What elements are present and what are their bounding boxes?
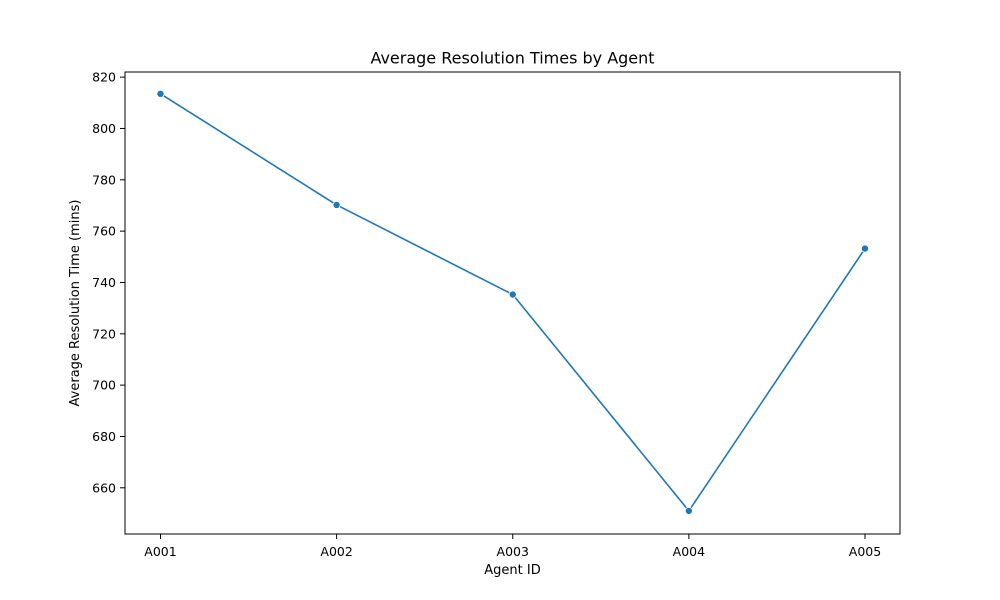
y-tick-label: 760 (92, 224, 116, 239)
chart-title: Average Resolution Times by Agent (370, 49, 654, 68)
data-point (684, 506, 693, 515)
x-tick-label: A001 (144, 544, 176, 559)
y-tick-label: 740 (92, 275, 116, 290)
x-tick-label: A005 (849, 544, 881, 559)
y-tick-label: 780 (92, 172, 116, 187)
y-tick-label: 680 (92, 429, 116, 444)
plot-area (156, 89, 870, 515)
data-point (156, 89, 165, 98)
y-tick-label: 720 (92, 326, 116, 341)
y-tick-label: 700 (92, 378, 116, 393)
x-tick-label: A004 (673, 544, 705, 559)
y-tick-label: 800 (92, 121, 116, 136)
x-tick-label: A003 (497, 544, 529, 559)
data-point (508, 290, 517, 299)
y-axis: 660 680 700 720 740 760 780 800 820 (92, 70, 125, 495)
x-axis-label: Agent ID (484, 563, 540, 578)
y-tick-label: 820 (92, 70, 116, 85)
data-point (332, 200, 341, 209)
data-point (861, 244, 870, 253)
y-axis-label: Average Resolution Time (mins) (68, 200, 83, 407)
x-tick-label: A002 (320, 544, 352, 559)
x-axis: A001 A002 A003 A004 A005 (144, 534, 881, 559)
y-tick-label: 660 (92, 480, 116, 495)
